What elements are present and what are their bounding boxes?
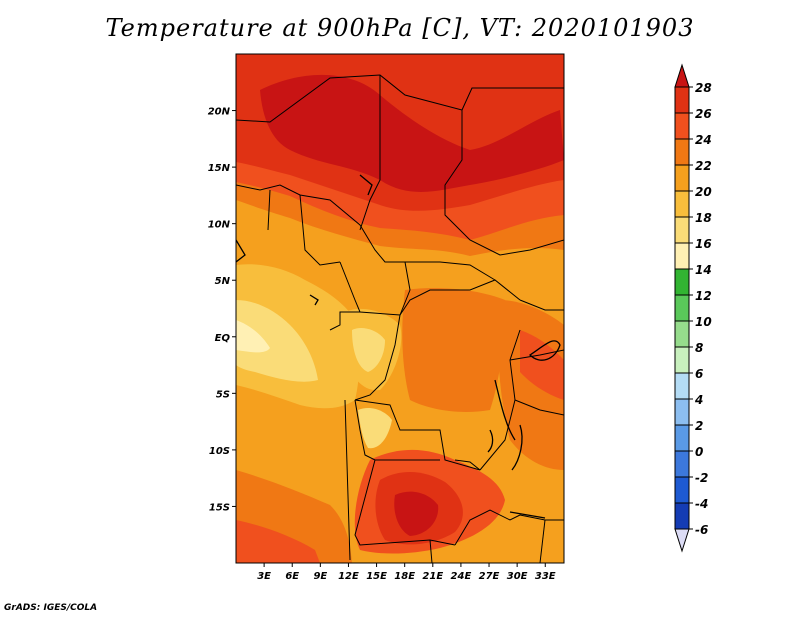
lat-tick-label: EQ: [215, 333, 231, 344]
lat-tick-label: 5S: [216, 389, 230, 400]
colorbar-swatch: [674, 476, 690, 504]
lon-tick-label: 24E: [451, 571, 472, 582]
colorbar-swatch: [674, 86, 690, 114]
grads-credit: GrADS: IGES/COLA: [4, 603, 98, 613]
colorbar-label: 2: [695, 419, 703, 433]
lon-tick-label: 3E: [257, 571, 271, 582]
colorbar-label: 18: [695, 211, 712, 225]
country-borders: [236, 74, 564, 563]
colorbar-label: 20: [695, 185, 712, 199]
colorbar-label: -4: [695, 497, 708, 511]
lat-tick-label: 15S: [209, 502, 230, 513]
colorbar-swatch: [674, 502, 690, 530]
colorbar-label: 16: [695, 237, 712, 251]
colorbar-swatch: [674, 450, 690, 478]
colorbar-swatch: [674, 216, 690, 244]
colorbar-label: 10: [695, 315, 712, 329]
colorbar-swatch: [674, 242, 690, 270]
colorbar-swatch: [674, 190, 690, 218]
lakes-and-coast: [236, 174, 561, 519]
colorbar-bottom-arrow: [674, 528, 690, 553]
colorbar-swatch: [674, 346, 690, 374]
lat-tick-label: 10N: [208, 220, 231, 231]
colorbar-label: 24: [695, 133, 712, 147]
colorbar-swatch: [674, 372, 690, 400]
latitude-axis: 20N 15N 10N 5N EQ 5S 10S 15S: [208, 107, 236, 513]
colorbar-swatch: [674, 294, 690, 322]
map-title: Temperature at 900hPa [C], VT: 202010190…: [105, 14, 695, 42]
colorbar-swatch: [674, 164, 690, 192]
colorbar-swatch: [674, 112, 690, 140]
colorbar-label: 8: [695, 341, 703, 355]
lat-tick-label: 20N: [208, 107, 231, 118]
colorbar-swatch: [674, 424, 690, 452]
colorbar-swatch: [674, 320, 690, 348]
lon-tick-label: 33E: [535, 571, 556, 582]
lon-tick-label: 6E: [285, 571, 299, 582]
colorbar-label: 6: [695, 367, 703, 381]
lon-tick-label: 15E: [366, 571, 387, 582]
colorbar-label: 22: [695, 159, 712, 173]
lon-tick-label: 30E: [507, 571, 528, 582]
colorbar-label: 26: [695, 107, 712, 121]
lon-tick-label: 12E: [338, 571, 359, 582]
lon-tick-label: 27E: [479, 571, 500, 582]
colorbar-label: -6: [695, 523, 708, 537]
colorbar-label: 28: [695, 81, 712, 95]
colorbar-label: 14: [695, 263, 712, 277]
temperature-field: [236, 54, 564, 563]
colorbar-label: 4: [694, 393, 703, 407]
colorbar-label: 0: [695, 445, 703, 459]
lat-tick-label: 10S: [209, 446, 230, 457]
lat-tick-label: 15N: [208, 163, 231, 174]
lon-tick-label: 9E: [313, 571, 327, 582]
lat-tick-label: 5N: [215, 276, 231, 287]
colorbar-swatch: [674, 138, 690, 166]
lon-tick-label: 21E: [422, 571, 443, 582]
colorbar-label: 12: [695, 289, 712, 303]
plot-frame: [235, 53, 565, 564]
colorbar-swatch: [674, 398, 690, 426]
colorbar-top-arrow: [674, 63, 690, 88]
colorbar-label: -2: [695, 471, 708, 485]
longitude-axis: 3E 6E 9E 12E 15E 18E 21E 24E 27E 30E 33E: [257, 563, 556, 582]
colorbar-swatch: [674, 268, 690, 296]
lon-tick-label: 18E: [394, 571, 415, 582]
